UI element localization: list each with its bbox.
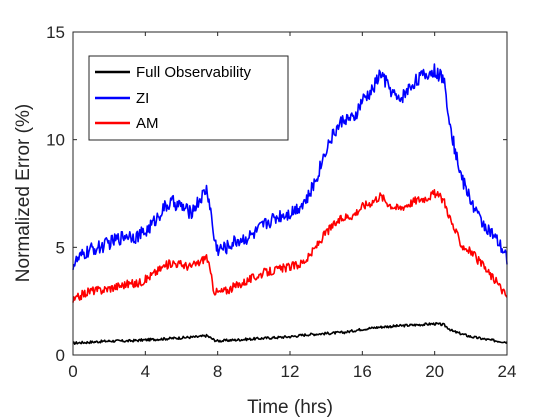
x-tick-label: 8 (213, 362, 222, 381)
legend-label-zi: ZI (136, 90, 149, 107)
legend-label-am: AM (136, 115, 159, 132)
y-tick-label: 0 (56, 346, 65, 365)
y-tick-label: 5 (56, 238, 65, 257)
y-tick-label: 15 (46, 23, 65, 42)
x-tick-label: 16 (353, 362, 372, 381)
legend-label-full-observability: Full Observability (136, 64, 252, 81)
x-axis: 0 4 8 12 16 20 24 (68, 32, 516, 381)
series-line-zi (72, 63, 508, 271)
y-axis-label: Normalized Error (%) (13, 104, 34, 282)
series-line-full-observability (72, 321, 508, 346)
series-layer (72, 63, 508, 346)
y-tick-label: 10 (46, 131, 65, 150)
x-axis-label: Time (hrs) (247, 397, 333, 418)
x-tick-label: 4 (141, 362, 150, 381)
legend: Full Observability ZI AM (88, 55, 289, 141)
series-line-am (72, 189, 508, 303)
x-tick-label: 20 (425, 362, 444, 381)
x-tick-label: 0 (68, 362, 77, 381)
x-tick-label: 24 (498, 362, 517, 381)
x-tick-label: 12 (281, 362, 300, 381)
y-axis: 0 5 10 15 (46, 23, 507, 365)
